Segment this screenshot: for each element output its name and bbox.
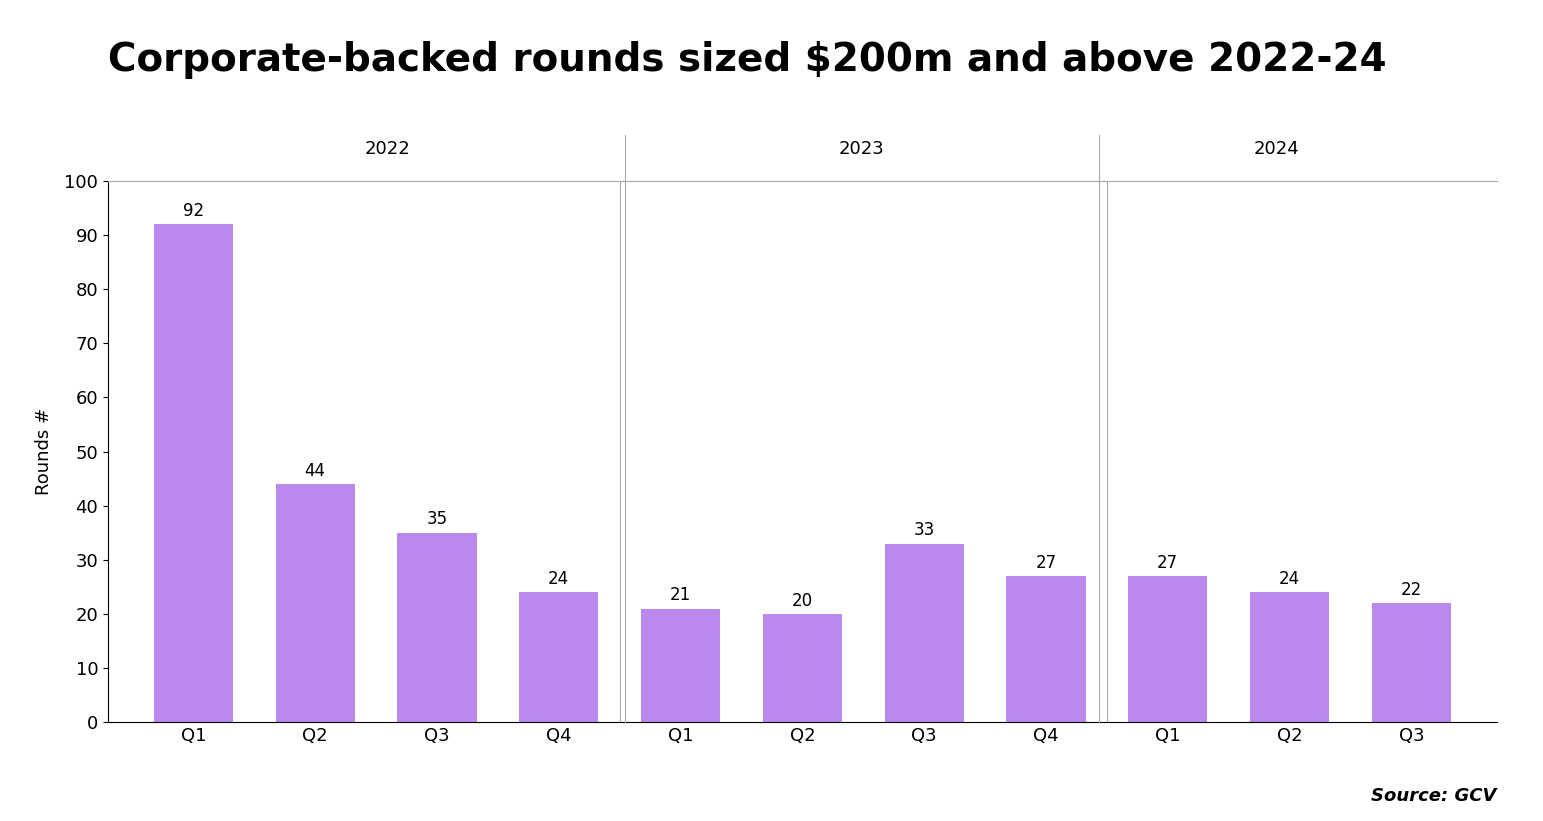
Text: 33: 33 <box>913 521 935 539</box>
Text: 2022: 2022 <box>364 140 410 158</box>
Text: 2024: 2024 <box>1253 140 1299 158</box>
Bar <box>762 614 842 722</box>
Text: 27: 27 <box>1035 554 1057 572</box>
Text: 92: 92 <box>182 202 204 220</box>
Bar <box>1250 593 1329 722</box>
Text: 35: 35 <box>426 511 447 529</box>
Bar <box>1006 576 1086 722</box>
Text: 27: 27 <box>1157 554 1179 572</box>
Y-axis label: Rounds #: Rounds # <box>35 408 54 495</box>
Text: 20: 20 <box>792 592 813 610</box>
Bar <box>518 593 599 722</box>
Bar <box>1128 576 1208 722</box>
Text: 22: 22 <box>1401 581 1423 599</box>
Bar <box>398 533 477 722</box>
Bar <box>154 224 233 722</box>
Text: Corporate-backed rounds sized $200m and above 2022-24: Corporate-backed rounds sized $200m and … <box>108 41 1387 79</box>
Text: Source: GCV: Source: GCV <box>1372 787 1497 805</box>
Text: 21: 21 <box>670 586 691 604</box>
Bar <box>1372 603 1450 722</box>
Text: 2023: 2023 <box>839 140 884 158</box>
Text: 24: 24 <box>1279 570 1301 588</box>
Bar <box>276 484 355 722</box>
Text: 44: 44 <box>304 461 326 479</box>
Text: 24: 24 <box>548 570 569 588</box>
Bar <box>640 608 721 722</box>
Bar <box>884 544 964 722</box>
